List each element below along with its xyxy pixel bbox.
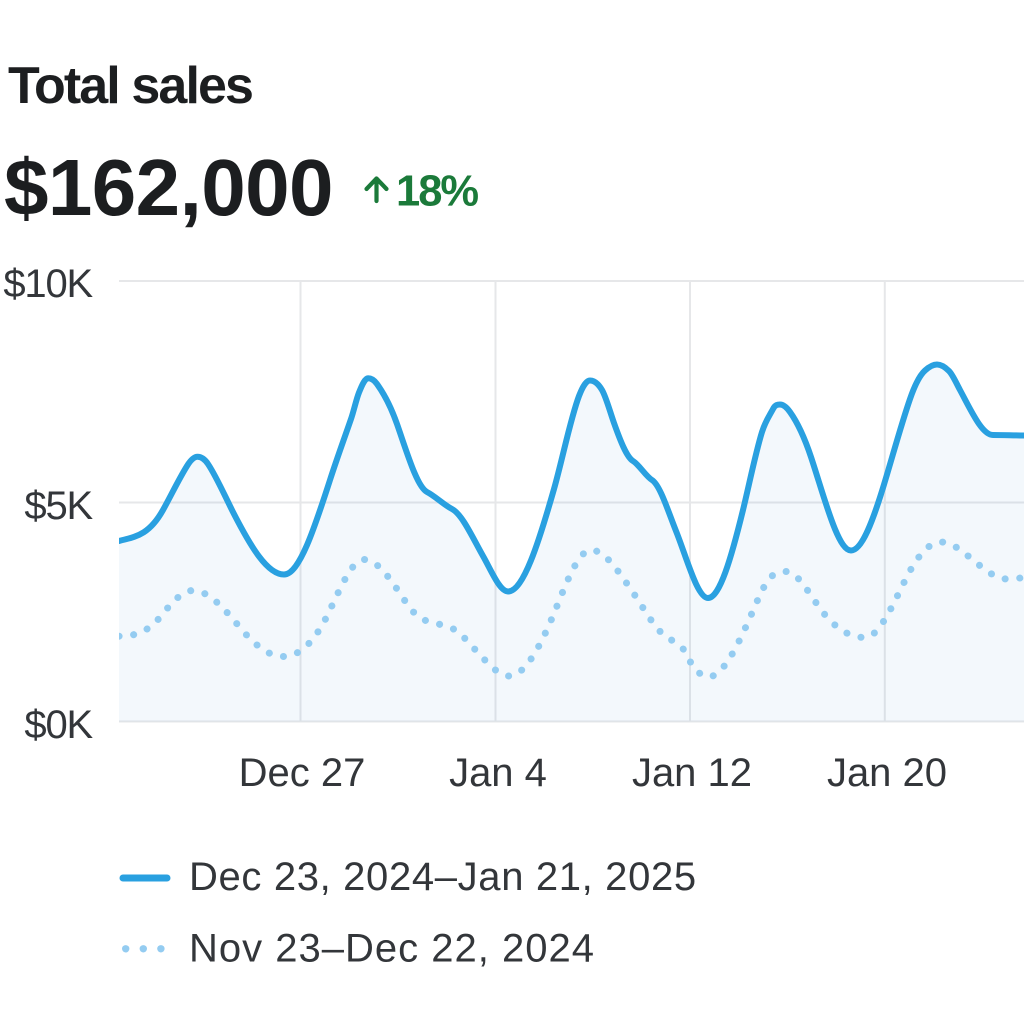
svg-text:$0K: $0K xyxy=(24,703,93,747)
svg-text:Jan 12: Jan 12 xyxy=(632,751,752,795)
svg-text:18%: 18% xyxy=(396,168,478,216)
svg-text:Dec 23, 2024–Jan 21, 2025: Dec 23, 2024–Jan 21, 2025 xyxy=(189,855,697,899)
svg-text:Dec 27: Dec 27 xyxy=(239,751,366,795)
svg-text:$162,000: $162,000 xyxy=(4,143,333,232)
svg-text:Jan 4: Jan 4 xyxy=(449,751,547,795)
svg-text:Jan 20: Jan 20 xyxy=(827,751,947,795)
svg-text:$5K: $5K xyxy=(24,484,93,528)
svg-text:Nov 23–Dec 22, 2024: Nov 23–Dec 22, 2024 xyxy=(189,927,595,971)
svg-text:$10K: $10K xyxy=(3,262,93,306)
svg-text:Total sales: Total sales xyxy=(8,57,252,115)
